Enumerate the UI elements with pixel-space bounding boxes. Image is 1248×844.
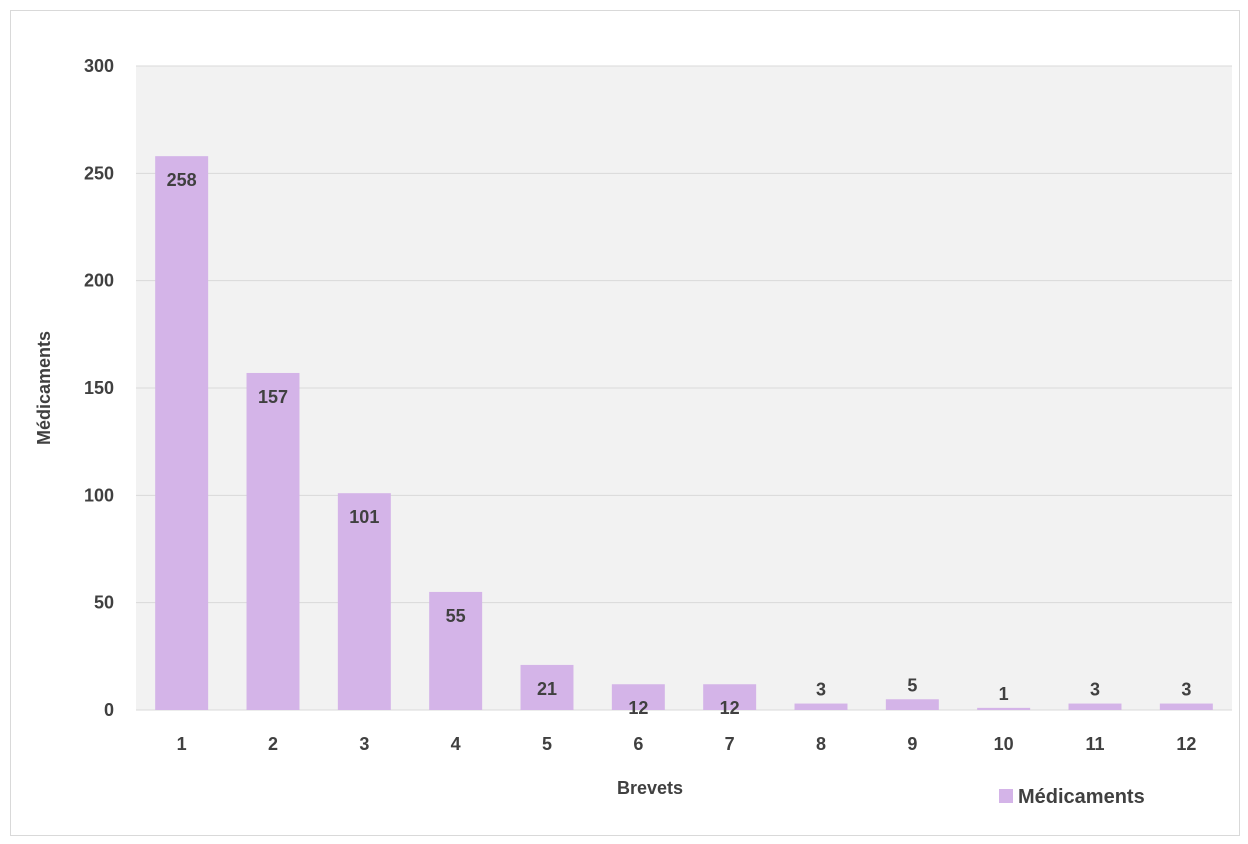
y-tick-label: 150	[84, 378, 114, 398]
bar	[1159, 703, 1213, 710]
y-axis-title: Médicaments	[34, 331, 54, 445]
x-axis-ticks: 1 2 3 4 5 6 7 8 9 10 11 12	[177, 734, 1197, 754]
legend-label: Médicaments	[1018, 786, 1145, 808]
data-label: 55	[446, 606, 466, 626]
bar	[794, 703, 848, 710]
bar	[885, 699, 939, 710]
x-tick-label: 6	[633, 734, 643, 754]
gridlines	[136, 65, 1232, 711]
bars	[155, 156, 1213, 710]
data-label: 101	[349, 507, 379, 527]
bar	[520, 664, 574, 710]
bar	[1068, 703, 1122, 710]
legend-swatch	[999, 789, 1013, 803]
x-axis-title: Brevets	[617, 778, 683, 798]
x-tick-label: 7	[725, 734, 735, 754]
y-tick-label: 200	[84, 271, 114, 291]
x-tick-label: 12	[1176, 734, 1196, 754]
data-label: 3	[816, 680, 826, 700]
bar	[703, 684, 757, 710]
data-label: 3	[1181, 680, 1191, 700]
data-label: 5	[907, 675, 917, 695]
y-tick-label: 100	[84, 485, 114, 505]
data-label: 3	[1090, 680, 1100, 700]
x-tick-label: 3	[359, 734, 369, 754]
data-label: 12	[628, 698, 648, 718]
y-tick-label: 50	[94, 593, 114, 613]
bar	[337, 493, 391, 710]
y-tick-label: 250	[84, 163, 114, 183]
x-tick-label: 10	[994, 734, 1014, 754]
bar	[155, 156, 209, 710]
data-label: 157	[258, 387, 288, 407]
x-tick-label: 4	[451, 734, 461, 754]
data-label: 12	[720, 698, 740, 718]
data-label: 21	[537, 679, 557, 699]
x-tick-label: 5	[542, 734, 552, 754]
x-tick-label: 2	[268, 734, 278, 754]
legend: Médicaments	[999, 786, 1145, 808]
x-tick-label: 1	[177, 734, 187, 754]
x-tick-label: 8	[816, 734, 826, 754]
x-tick-label: 11	[1085, 734, 1104, 754]
x-tick-label: 9	[907, 734, 917, 754]
bar	[429, 591, 483, 710]
y-tick-label: 0	[104, 700, 114, 720]
data-labels: 258 157 101 55 21 12 12 3 5 1 3 3	[167, 170, 1192, 718]
y-axis-ticks: 0 50 100 150 200 250 300	[84, 56, 114, 720]
bar	[977, 707, 1031, 710]
bar	[246, 372, 300, 710]
bar	[611, 684, 665, 710]
y-tick-label: 300	[84, 56, 114, 76]
data-label: 1	[999, 684, 1009, 704]
data-label: 258	[167, 170, 197, 190]
